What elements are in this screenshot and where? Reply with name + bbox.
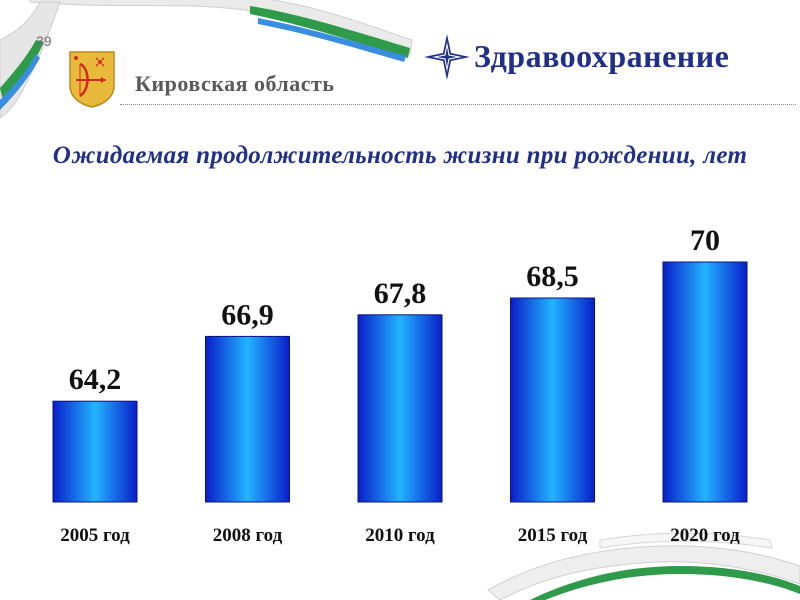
bar-3 — [357, 314, 443, 503]
category-label: 2008 год — [213, 525, 283, 546]
category-label: 2010 год — [365, 525, 435, 546]
header-divider — [120, 104, 796, 105]
four-point-star-icon — [424, 34, 470, 80]
bar-5 — [662, 261, 748, 503]
kirov-coat-of-arms-icon — [69, 51, 115, 108]
bar-value-label: 64,2 — [69, 363, 122, 396]
bar-value-label: 68,5 — [526, 260, 579, 293]
chart-title: Ожидаемая продолжительность жизни при ро… — [52, 142, 748, 169]
bar-4 — [510, 297, 595, 503]
bar-2 — [205, 335, 290, 503]
category-label: 2015 год — [518, 525, 588, 546]
slide-number: 39 — [36, 33, 52, 49]
region-name: Кировская область — [135, 71, 335, 96]
bar-value-label: 66,9 — [221, 298, 274, 331]
bar-1 — [52, 400, 138, 503]
category-label: 2005 год — [60, 525, 130, 546]
bar-value-label: 70 — [690, 224, 720, 257]
category-label: 2020 год — [670, 525, 740, 546]
section-title: Здравоохранение — [474, 38, 730, 74]
bar-value-label: 67,8 — [374, 277, 427, 310]
